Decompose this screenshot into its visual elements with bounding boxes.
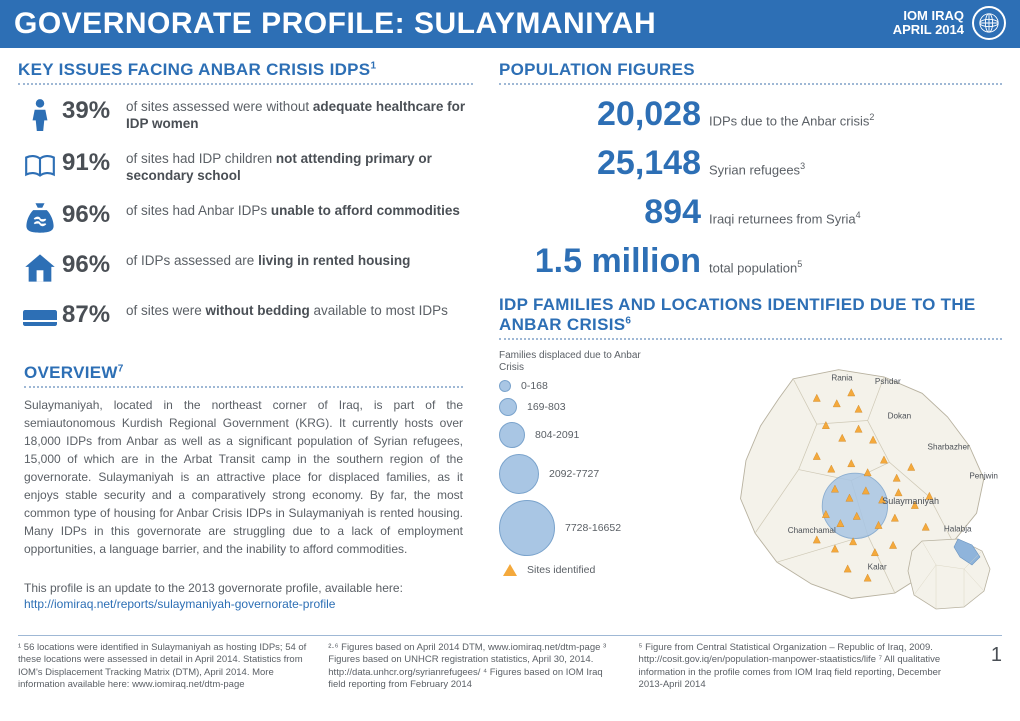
district-label: Penjwin — [969, 472, 998, 481]
iraq-inset-map — [900, 535, 1000, 613]
key-issue-row: 39%of sites assessed were without adequa… — [18, 95, 473, 133]
idp-families-title: IDP FAMILIES AND LOCATIONS IDENTIFIED DU… — [499, 295, 1002, 340]
district-label: Rania — [831, 374, 853, 383]
idp-families-title-text: IDP FAMILIES AND LOCATIONS IDENTIFIED DU… — [499, 295, 976, 334]
population-row: 894Iraqi returnees from Syria4 — [499, 193, 1002, 232]
bed-icon — [18, 299, 62, 335]
district-label: Halabja — [944, 524, 972, 533]
iom-logo-icon — [972, 6, 1006, 40]
population-row: 20,028IDPs due to the Anbar crisis2 — [499, 95, 1002, 134]
legend-bin-label: 7728-16652 — [565, 522, 621, 534]
district-label: Sharbazher — [928, 443, 970, 452]
population-value: 20,028 — [499, 95, 709, 134]
legend-bin: 0-168 — [499, 380, 647, 392]
legend-bin-label: 169-803 — [527, 401, 566, 413]
legend-circle-icon — [499, 422, 525, 448]
legend-bin: 7728-16652 — [499, 500, 647, 556]
legend-title: Families displaced due to Anbar Crisis — [499, 350, 647, 374]
person-icon — [18, 95, 62, 131]
issue-text: of IDPs assessed are living in rented ho… — [126, 249, 473, 270]
key-issue-row: 87%of sites were without bedding availab… — [18, 299, 473, 335]
population-row: 25,148Syrian refugees3 — [499, 144, 1002, 183]
issue-percent: 39% — [62, 95, 126, 125]
issue-percent: 96% — [62, 249, 126, 279]
issue-text: of sites assessed were without adequate … — [126, 95, 473, 133]
book-icon — [18, 147, 62, 183]
issue-percent: 87% — [62, 299, 126, 329]
triangle-icon — [503, 564, 517, 576]
date-label: APRIL 2014 — [893, 23, 964, 37]
legend-sites-row: Sites identified — [499, 564, 647, 576]
org-label: IOM IRAQ — [893, 9, 964, 23]
sack-icon — [18, 199, 62, 235]
legend-circle-icon — [499, 380, 511, 392]
district-label: Sulaymaniyah — [882, 496, 939, 506]
page-title: GOVERNORATE PROFILE: SULAYMANIYAH — [14, 7, 656, 41]
page-body: KEY ISSUES FACING ANBAR CRISIS IDPS1 39%… — [0, 48, 1020, 699]
overview-text: Sulaymaniyah, located in the northeast c… — [24, 396, 463, 558]
population-label: Syrian refugees3 — [709, 161, 805, 177]
population-list: 20,028IDPs due to the Anbar crisis225,14… — [499, 95, 1002, 281]
key-issue-row: 91%of sites had IDP children not attendi… — [18, 147, 473, 185]
population-value: 1.5 million — [499, 242, 709, 281]
header-meta: IOM IRAQ APRIL 2014 — [893, 9, 964, 36]
legend-circle-icon — [499, 500, 555, 556]
population-value: 894 — [499, 193, 709, 232]
population-row: 1.5 milliontotal population5 — [499, 242, 1002, 281]
population-value: 25,148 — [499, 144, 709, 183]
legend-sites-label: Sites identified — [527, 564, 595, 576]
key-issues-list: 39%of sites assessed were without adequa… — [18, 95, 473, 335]
population-label: Iraqi returnees from Syria4 — [709, 210, 861, 226]
footnote-col-3: ⁵ Figure from Central Statistical Organi… — [639, 642, 960, 691]
legend-bin-label: 2092-7727 — [549, 468, 599, 480]
issue-text: of sites were without bedding available … — [126, 299, 473, 320]
header-meta-block: IOM IRAQ APRIL 2014 — [893, 6, 1006, 40]
house-icon — [18, 249, 62, 285]
population-label: IDPs due to the Anbar crisis2 — [709, 112, 874, 128]
district-label: Kalar — [868, 562, 887, 571]
district-label: Pshdar — [875, 377, 901, 386]
overview-title-text: OVERVIEW — [24, 363, 118, 382]
overview-update: This profile is an update to the 2013 go… — [24, 580, 463, 614]
legend-bin-label: 804-2091 — [535, 429, 579, 441]
map-legend: Families displaced due to Anbar Crisis 0… — [499, 350, 647, 625]
overview-title-sup: 7 — [118, 363, 124, 374]
overview-link[interactable]: http://iomiraq.net/reports/sulaymaniyah-… — [24, 597, 335, 611]
population-label: total population5 — [709, 259, 802, 275]
district-label: Chamchamal — [788, 526, 836, 535]
key-issue-row: 96%of IDPs assessed are living in rented… — [18, 249, 473, 285]
issue-percent: 91% — [62, 147, 126, 177]
overview-box: OVERVIEW7 Sulaymaniyah, located in the n… — [18, 357, 473, 624]
footnote-col-2: ²·⁶ Figures based on April 2014 DTM, www… — [328, 642, 620, 691]
overview-title: OVERVIEW7 — [24, 363, 463, 388]
page-number: 1 — [978, 642, 1002, 668]
legend-bin: 2092-7727 — [499, 454, 647, 494]
idp-families-title-sup: 6 — [625, 315, 631, 326]
legend-circle-icon — [499, 398, 517, 416]
footnote-col-1: ¹ 56 locations were identified in Sulaym… — [18, 642, 310, 691]
issue-percent: 96% — [62, 199, 126, 229]
key-issues-title: KEY ISSUES FACING ANBAR CRISIS IDPS1 — [18, 60, 473, 85]
footnotes: ¹ 56 locations were identified in Sulaym… — [18, 635, 1002, 691]
legend-circle-icon — [499, 454, 539, 494]
key-issue-row: 96%of sites had Anbar IDPs unable to aff… — [18, 199, 473, 235]
district-label: Dokan — [888, 412, 912, 421]
population-title: POPULATION FIGURES — [499, 60, 1002, 85]
issue-text: of sites had IDP children not attending … — [126, 147, 473, 185]
overview-update-pre: This profile is an update to the 2013 go… — [24, 581, 403, 595]
issue-text: of sites had Anbar IDPs unable to afford… — [126, 199, 473, 220]
left-column: KEY ISSUES FACING ANBAR CRISIS IDPS1 39%… — [18, 60, 473, 625]
key-issues-title-sup: 1 — [370, 60, 376, 71]
header-bar: GOVERNORATE PROFILE: SULAYMANIYAH IOM IR… — [0, 0, 1020, 48]
legend-bins: 0-168 169-803 804-2091 2092-7727 7728-16652 — [499, 380, 647, 556]
key-issues-title-text: KEY ISSUES FACING ANBAR CRISIS IDPS — [18, 60, 370, 79]
legend-bin: 169-803 — [499, 398, 647, 416]
legend-bin-label: 0-168 — [521, 380, 548, 392]
legend-bin: 804-2091 — [499, 422, 647, 448]
